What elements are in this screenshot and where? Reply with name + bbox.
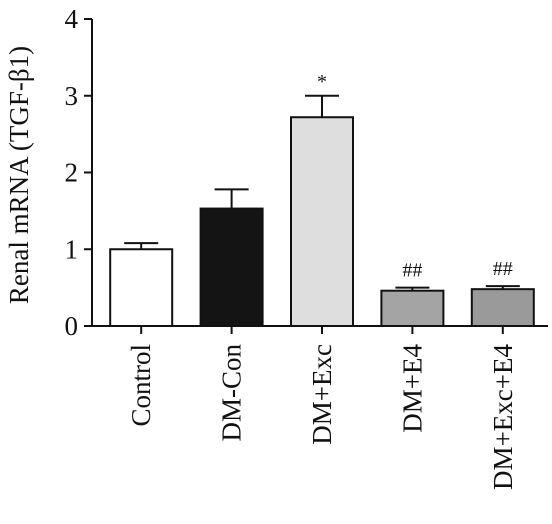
x-axis: Control DM-Con DM+Exc DM+E4 DM+Exc+E4 bbox=[92, 325, 548, 490]
bar-dm-exc-e4 bbox=[470, 288, 535, 328]
bar-dm-e4 bbox=[380, 289, 445, 328]
significance-mark: ## bbox=[493, 258, 513, 280]
error-bars bbox=[124, 94, 520, 291]
x-category-label: DM-Con bbox=[217, 344, 247, 442]
bar-control bbox=[109, 248, 174, 327]
x-category-label: DM+Exc bbox=[307, 344, 337, 445]
significance-mark: ## bbox=[402, 260, 422, 282]
x-category-label: Control bbox=[126, 344, 156, 427]
x-category-label: DM+Exc+E4 bbox=[488, 344, 518, 490]
y-tick-label: 3 bbox=[65, 81, 79, 111]
bar-dm-con bbox=[199, 207, 264, 327]
y-tick-label: 2 bbox=[65, 158, 79, 188]
y-axis-label: Renal mRNA (TGF-β1) bbox=[4, 46, 34, 304]
x-category-label: DM+E4 bbox=[397, 344, 427, 433]
y-axis: 0 1 2 3 4 bbox=[65, 4, 93, 341]
significance-annotations: * ## ## bbox=[317, 71, 513, 282]
y-tick-label: 4 bbox=[65, 4, 79, 34]
significance-mark: * bbox=[317, 71, 327, 93]
bar-dm-exc bbox=[290, 116, 354, 327]
y-tick-label: 0 bbox=[65, 311, 79, 341]
bars bbox=[109, 116, 535, 328]
y-tick-label: 1 bbox=[65, 234, 79, 264]
